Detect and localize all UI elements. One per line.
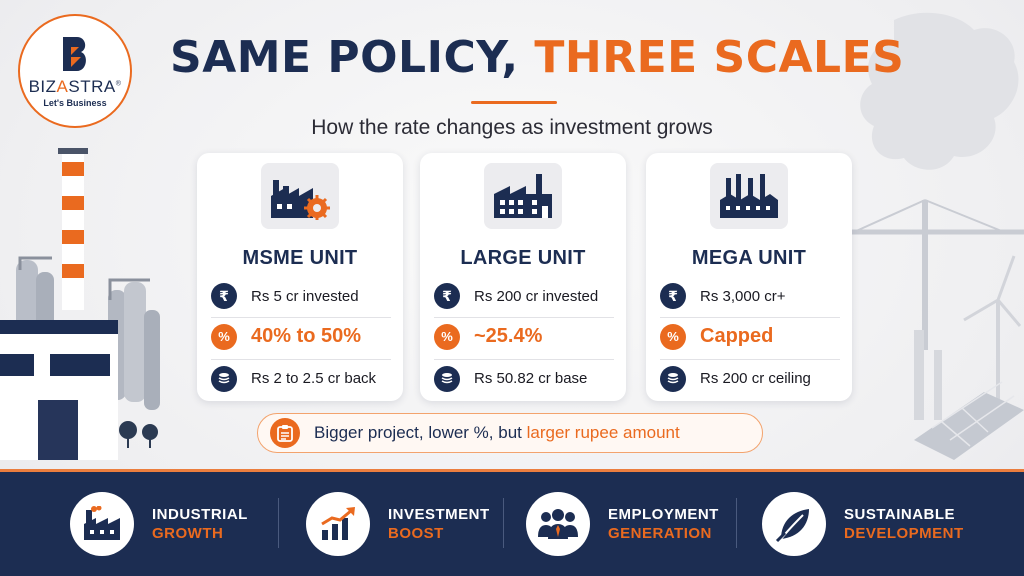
percent-icon: %: [434, 323, 460, 350]
logo-b-mark-icon: [63, 36, 86, 71]
feature-label: INVESTMENT BOOST: [388, 506, 490, 542]
rate-value: Capped: [700, 325, 774, 347]
bizastra-logo: BIZASTRA® Let's Business: [18, 14, 132, 128]
rupee-icon: ₹: [660, 283, 686, 309]
clipboard-icon: [270, 418, 300, 448]
card-title: MEGA UNIT: [691, 247, 807, 269]
amount-value: Rs 2 to 2.5 cr back: [251, 370, 377, 387]
logo-tagline: Let's Business: [43, 97, 107, 108]
feature-label: EMPLOYMENT GENERATION: [608, 506, 719, 542]
logo-wordmark: BIZASTRA®: [28, 76, 122, 96]
people-icon: [526, 492, 590, 556]
row-amount: Rs 200 cr ceiling: [660, 359, 840, 397]
coins-icon: [434, 365, 460, 392]
invested-value: Rs 3,000 cr+: [700, 287, 786, 305]
title-part-navy: SAME POLICY,: [170, 32, 519, 83]
industrial-plant-illustration: [0, 148, 160, 460]
amount-value: Rs 200 cr ceiling: [700, 370, 811, 387]
mega-plant-icon: [710, 163, 788, 229]
invested-value: Rs 200 cr invested: [474, 287, 599, 305]
row-amount: Rs 50.82 cr base: [434, 359, 614, 397]
feature-investment-boost: INVESTMENT BOOST: [306, 484, 490, 564]
page-subtitle: How the rate changes as investment grows: [311, 116, 713, 139]
footer-divider: [736, 498, 737, 548]
row-invested: ₹ Rs 200 cr invested: [434, 277, 614, 315]
card-title: LARGE UNIT: [460, 247, 586, 269]
row-rate: % ~25.4%: [434, 317, 614, 355]
factory-icon: [70, 492, 134, 556]
row-invested: ₹ Rs 5 cr invested: [211, 277, 391, 315]
percent-icon: %: [660, 323, 686, 350]
coins-icon: [211, 365, 237, 392]
row-invested: ₹ Rs 3,000 cr+: [660, 277, 840, 315]
coins-icon: [660, 365, 686, 392]
card-mega-unit: MEGA UNIT ₹ Rs 3,000 cr+ % Capped Rs 200…: [646, 153, 852, 401]
card-large-unit: LARGE UNIT ₹ Rs 200 cr invested % ~25.4%…: [420, 153, 626, 401]
feature-industrial-growth: INDUSTRIAL GROWTH: [70, 484, 248, 564]
feature-label: SUSTAINABLE DEVELOPMENT: [844, 506, 964, 542]
rupee-icon: ₹: [211, 283, 237, 309]
growth-chart-icon: [306, 492, 370, 556]
footer-band: INDUSTRIAL GROWTH INVESTMENT BOOST: [0, 469, 1024, 576]
summary-callout: Bigger project, lower %, but larger rupe…: [257, 413, 763, 453]
invested-value: Rs 5 cr invested: [251, 287, 359, 305]
card-title: MSME UNIT: [242, 247, 358, 269]
large-factory-icon: [484, 163, 562, 229]
row-amount: Rs 2 to 2.5 cr back: [211, 359, 391, 397]
amount-value: Rs 50.82 cr base: [474, 370, 588, 387]
card-msme-unit: MSME UNIT ₹ Rs 5 cr invested % 40% to 50…: [197, 153, 403, 401]
rate-value: 40% to 50%: [251, 325, 362, 347]
row-rate: % Capped: [660, 317, 840, 355]
feature-employment-generation: EMPLOYMENT GENERATION: [526, 484, 719, 564]
row-rate: % 40% to 50%: [211, 317, 391, 355]
map-and-infrastructure-illustration: [844, 12, 1024, 460]
footer-divider: [278, 498, 279, 548]
title-part-orange: THREE SCALES: [534, 32, 905, 83]
factory-gear-icon: [261, 163, 339, 229]
summary-text: Bigger project, lower %, but larger rupe…: [314, 423, 680, 442]
leaf-icon: [762, 492, 826, 556]
rate-value: ~25.4%: [474, 325, 543, 347]
percent-icon: %: [211, 323, 237, 350]
feature-label: INDUSTRIAL GROWTH: [152, 506, 248, 542]
title-underline: [471, 101, 557, 104]
feature-sustainable-development: SUSTAINABLE DEVELOPMENT: [762, 484, 964, 564]
rupee-icon: ₹: [434, 283, 460, 309]
summary-highlight: larger rupee amount: [526, 423, 680, 442]
page-title: SAME POLICY, THREE SCALES: [170, 32, 904, 83]
footer-divider: [503, 498, 504, 548]
